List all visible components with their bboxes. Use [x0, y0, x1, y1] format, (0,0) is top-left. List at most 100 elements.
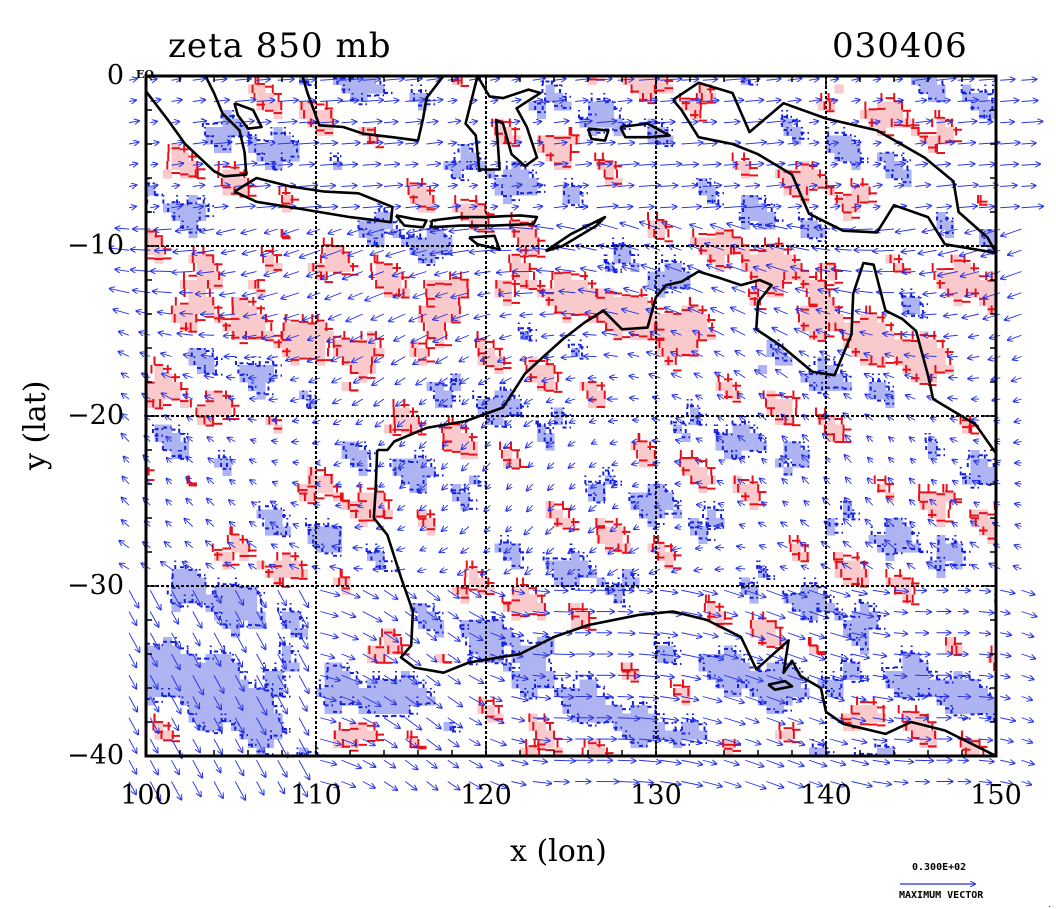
- vorticity-cell: [257, 374, 266, 383]
- vorticity-cell: [325, 705, 334, 714]
- vorticity-cell: [197, 697, 206, 706]
- wind-vector: [159, 332, 172, 335]
- vorticity-cell: [350, 442, 359, 451]
- vorticity-cell: [418, 688, 427, 697]
- vorticity-cell: [257, 561, 266, 570]
- vorticity-cell: [860, 612, 869, 621]
- vorticity-cell: [248, 365, 257, 374]
- vorticity-cell: [554, 297, 563, 306]
- vorticity-cell: [886, 110, 895, 119]
- vorticity-cell: [563, 518, 572, 527]
- vorticity-cell: [486, 637, 495, 646]
- vorticity-cell: [894, 340, 903, 349]
- vorticity-cell: [605, 170, 614, 179]
- vorticity-cell: [461, 595, 470, 604]
- wind-vector: [172, 612, 179, 624]
- vorticity-cell: [393, 705, 402, 714]
- vorticity-cell: [546, 365, 555, 374]
- vorticity-cell: [894, 119, 903, 128]
- wind-vector: [178, 333, 193, 335]
- vorticity-cell: [333, 263, 342, 272]
- vorticity-cell: [512, 595, 521, 604]
- vorticity-cell: [622, 722, 631, 731]
- vorticity-cell: [707, 603, 716, 612]
- vorticity-cell: [529, 603, 538, 612]
- vorticity-cell: [248, 697, 257, 706]
- vorticity-cell: [699, 467, 708, 476]
- vorticity-cell: [520, 263, 529, 272]
- wind-vector: [172, 100, 182, 102]
- vorticity-cell: [206, 306, 215, 315]
- vorticity-cell: [741, 663, 750, 672]
- vorticity-cell: [979, 102, 988, 111]
- vorticity-cell: [699, 484, 708, 493]
- vorticity-cell: [741, 433, 750, 442]
- vorticity-cell: [223, 399, 232, 408]
- vorticity-cell: [495, 416, 504, 425]
- vorticity-cell: [869, 323, 878, 332]
- wind-vector: [129, 164, 137, 166]
- wind-vector: [205, 376, 214, 378]
- wind-vector: [193, 633, 200, 645]
- vorticity-cell: [316, 127, 325, 136]
- vorticity-cell: [784, 450, 793, 459]
- vorticity-cell: [682, 340, 691, 349]
- vorticity-cell: [231, 323, 240, 332]
- vorticity-cell: [282, 646, 291, 655]
- vorticity-cell: [180, 671, 189, 680]
- vorticity-cell: [163, 170, 172, 179]
- vorticity-cell: [852, 663, 861, 672]
- wind-vector: [193, 612, 202, 628]
- vorticity-cell: [877, 340, 886, 349]
- vorticity-cell: [767, 637, 776, 646]
- vorticity-cell: [605, 119, 614, 128]
- vorticity-cell: [189, 705, 198, 714]
- vorticity-cell: [512, 680, 521, 689]
- vorticity-cell: [172, 153, 181, 162]
- vorticity-cell: [486, 705, 495, 714]
- vorticity-cell: [291, 620, 300, 629]
- vorticity-cell: [962, 705, 971, 714]
- vorticity-cell: [274, 127, 283, 136]
- vorticity-cell: [826, 365, 835, 374]
- vorticity-cell: [979, 289, 988, 298]
- wind-vector: [214, 760, 221, 772]
- vorticity-cell: [733, 484, 742, 493]
- vorticity-cell: [767, 272, 776, 281]
- vorticity-cell: [240, 544, 249, 553]
- vorticity-cell: [410, 459, 419, 468]
- vorticity-cell: [903, 680, 912, 689]
- vorticity-cell: [877, 382, 886, 391]
- vorticity-cell: [248, 586, 257, 595]
- vorticity-cell: [240, 722, 249, 731]
- vorticity-cell: [155, 671, 164, 680]
- vorticity-cell: [801, 603, 810, 612]
- vorticity-cell: [665, 501, 674, 510]
- vorticity-cell: [197, 671, 206, 680]
- vorticity-cell: [886, 535, 895, 544]
- wind-vector: [193, 760, 202, 777]
- wind-vector: [167, 458, 172, 463]
- vorticity-cell: [554, 161, 563, 170]
- vorticity-cell: [520, 663, 529, 672]
- vorticity-cell: [809, 221, 818, 230]
- vorticity-cell: [427, 620, 436, 629]
- wind-vector: [129, 590, 138, 607]
- vorticity-cell: [503, 170, 512, 179]
- vorticity-cell: [886, 527, 895, 536]
- vorticity-cell: [444, 442, 453, 451]
- vorticity-cell: [826, 272, 835, 281]
- vorticity-cell: [325, 688, 334, 697]
- vorticity-cell: [614, 722, 623, 731]
- vorticity-cell: [325, 127, 334, 136]
- wind-vector: [165, 542, 172, 548]
- wind-vector: [122, 477, 129, 484]
- vorticity-cell: [588, 391, 597, 400]
- wind-vector: [150, 206, 158, 208]
- vorticity-cell: [707, 663, 716, 672]
- vorticity-cell: [435, 620, 444, 629]
- vorticity-cell: [614, 297, 623, 306]
- vorticity-cell: [622, 255, 631, 264]
- vorticity-cell: [937, 348, 946, 357]
- vorticity-cell: [877, 323, 886, 332]
